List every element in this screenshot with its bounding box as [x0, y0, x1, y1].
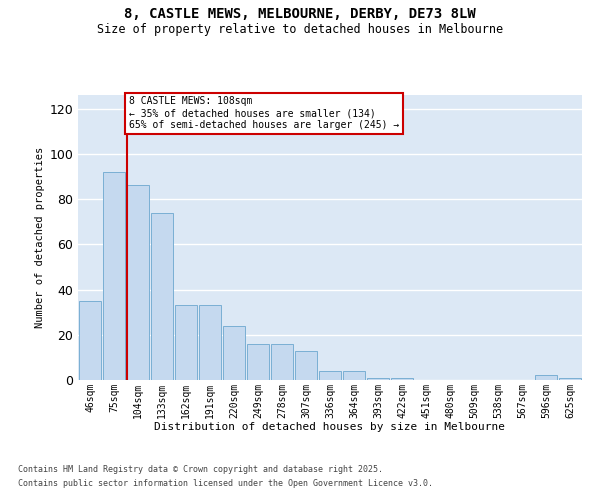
Bar	[151, 212, 173, 380]
Text: 8 CASTLE MEWS: 108sqm
← 35% of detached houses are smaller (134)
65% of semi-det: 8 CASTLE MEWS: 108sqm ← 35% of detached …	[129, 96, 399, 130]
Bar	[535, 376, 557, 380]
Bar	[271, 344, 293, 380]
Y-axis label: Number of detached properties: Number of detached properties	[35, 147, 45, 328]
X-axis label: Distribution of detached houses by size in Melbourne: Distribution of detached houses by size …	[155, 422, 505, 432]
Bar	[391, 378, 413, 380]
Text: Contains HM Land Registry data © Crown copyright and database right 2025.: Contains HM Land Registry data © Crown c…	[18, 466, 383, 474]
Text: Contains public sector information licensed under the Open Government Licence v3: Contains public sector information licen…	[18, 479, 433, 488]
Bar	[559, 378, 581, 380]
Bar	[175, 306, 197, 380]
Text: 8, CASTLE MEWS, MELBOURNE, DERBY, DE73 8LW: 8, CASTLE MEWS, MELBOURNE, DERBY, DE73 8…	[124, 8, 476, 22]
Bar	[247, 344, 269, 380]
Bar	[199, 306, 221, 380]
Text: Size of property relative to detached houses in Melbourne: Size of property relative to detached ho…	[97, 22, 503, 36]
Bar	[295, 350, 317, 380]
Bar	[127, 186, 149, 380]
Bar	[223, 326, 245, 380]
Bar	[343, 371, 365, 380]
Bar	[367, 378, 389, 380]
Bar	[319, 371, 341, 380]
Bar	[103, 172, 125, 380]
Bar	[79, 301, 101, 380]
